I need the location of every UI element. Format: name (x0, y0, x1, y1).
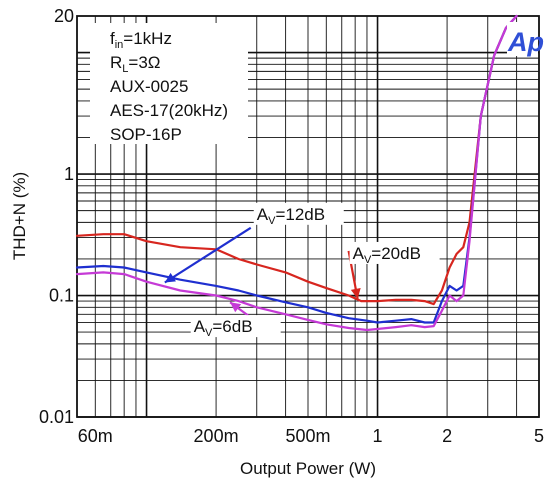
plot-frame (76, 15, 540, 418)
y-tick-label: 0.1 (49, 286, 74, 306)
x-tick-label: 2 (442, 426, 452, 446)
legend-subscript: in (115, 39, 124, 51)
annotation-arrow-1 (164, 226, 252, 284)
legend-line: AES-17(20kHz) (110, 101, 228, 120)
series-line-2 (75, 14, 518, 332)
annotation-label-1: AV=12dB (257, 205, 325, 227)
logo-background (507, 22, 538, 56)
legend-main-text: SOP-16P (110, 125, 182, 144)
annotation-main-text: A (353, 244, 365, 263)
legend-background (90, 23, 248, 144)
annotation-label-2: AV=6dB (194, 317, 253, 339)
legend-line: SOP-16P (110, 125, 182, 144)
ap-logo-icon: Ap (507, 22, 544, 57)
legend-main-text: AES-17(20kHz) (110, 101, 228, 120)
annotation-label-0: AV=20dB (353, 244, 421, 266)
logo-text: Ap (507, 27, 544, 57)
series-line-0 (75, 14, 518, 306)
legend-rest-text: =3Ω (128, 53, 160, 72)
legend-line: RL=3Ω (110, 53, 161, 75)
annotation-main-text: A (257, 205, 269, 224)
annotation-subscript: V (205, 327, 213, 339)
legend-main-text: AUX-0025 (110, 77, 188, 96)
x-tick-label: 500m (285, 426, 330, 446)
annotation-rest-text: =12dB (275, 205, 325, 224)
y-tick-label: 1 (64, 164, 74, 184)
annotation-subscript: V (268, 215, 276, 227)
legend-main-text: R (110, 53, 122, 72)
annotation-main-text: A (194, 317, 206, 336)
annotation-rest-text: =6dB (212, 317, 252, 336)
x-tick-label: 1 (373, 426, 383, 446)
annotation-rest-text: =20dB (371, 244, 421, 263)
annotation-label-bg-1 (253, 202, 344, 225)
y-tick-label: 0.01 (39, 407, 74, 427)
annotation-arrowhead-2 (230, 302, 242, 313)
annotation-label-bg-2 (190, 315, 281, 338)
legend-main-text: f (110, 29, 115, 48)
legend-subscript: L (122, 63, 128, 75)
series-layer (75, 14, 518, 332)
annotation-arrowhead-0 (350, 288, 361, 299)
annotation-subscript: V (364, 254, 372, 266)
annotation-label-bg-0 (349, 241, 440, 264)
tick-labels: 0.01 0.1 1 20 60m 200m 500m 1 2 5 (39, 6, 544, 446)
x-tick-label: 60m (78, 426, 113, 446)
legend-rest-text: =1kHz (123, 29, 172, 48)
x-tick-label: 200m (194, 426, 239, 446)
x-tick-label: 5 (534, 426, 544, 446)
y-tick-label: 20 (54, 6, 74, 26)
legend-box: fin=1kHzRL=3ΩAUX-0025AES-17(20kHz)SOP-16… (90, 23, 248, 144)
y-axis-label: THD+N (%) (10, 172, 29, 260)
legend-line: AUX-0025 (110, 77, 188, 96)
annotation-arrowhead-1 (164, 272, 176, 283)
x-axis-label: Output Power (W) (240, 459, 376, 478)
legend-line: fin=1kHz (110, 29, 172, 51)
